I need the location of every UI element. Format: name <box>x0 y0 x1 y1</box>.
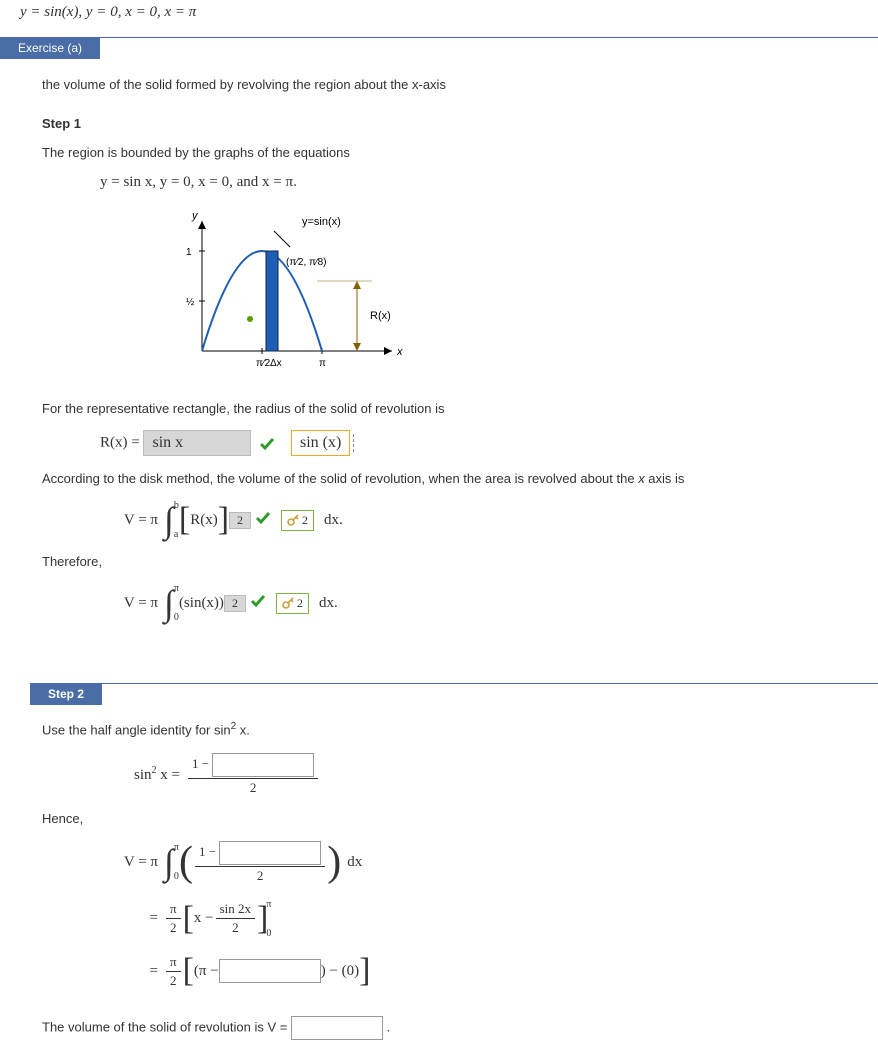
exponent-input-1[interactable]: 2 <box>229 512 251 529</box>
point-label: (π⁄2, π⁄8) <box>286 257 326 268</box>
therefore: Therefore, <box>42 554 878 569</box>
integrand-input[interactable] <box>219 841 321 865</box>
exercise-prompt-text: the volume of the solid formed by revolv… <box>42 77 446 92</box>
step2-header: Step 2 <box>30 683 878 705</box>
final-volume-input[interactable] <box>291 1016 383 1040</box>
key-icon <box>287 514 299 526</box>
key-icon <box>282 597 294 609</box>
dx-text: dx. <box>324 512 343 529</box>
halfangle-fraction: 1 − 2 <box>186 752 320 797</box>
v-evaluated: = π 2 [ (π − ) − (0) ] <box>100 953 878 990</box>
dx-label: Δx <box>270 358 282 369</box>
step1-bounds: y = sin x, y = 0, x = 0, and x = π. <box>100 174 878 191</box>
step1-title: Step 1 <box>42 116 878 131</box>
v-integral-halfangle: V = π ∫ π 0 ( 1 − 2 ) dx <box>100 840 878 885</box>
exercise-prompt: the volume of the solid formed by revolv… <box>42 77 878 92</box>
exercise-label-text: Exercise (a) <box>18 41 82 55</box>
disk-integral-general: V = π ∫ b a [ R(x) ] 2 2 dx. <box>100 500 878 540</box>
halfangle-numerator-input[interactable] <box>212 753 314 777</box>
problem-equations: y = sin(x), y = 0, x = 0, x = π <box>0 0 878 37</box>
exponent-input-2[interactable]: 2 <box>224 595 246 612</box>
check-icon <box>255 510 271 531</box>
v-eq-lhs: V = π <box>100 512 164 529</box>
axis-y-label: y <box>191 210 199 222</box>
integral-sign-icon: ∫ <box>164 502 174 538</box>
rx-label: R(x) = <box>100 434 140 450</box>
integral-sign-icon: ∫ <box>164 585 174 621</box>
hence: Hence, <box>42 811 878 826</box>
integral-sign-icon: ∫ <box>164 844 174 880</box>
sin2x-identity: sin2 x = 1 − 2 <box>100 752 878 797</box>
check-icon <box>259 436 275 457</box>
v-antiderivative: = π 2 [ x − sin 2x 2 ] π 0 <box>100 899 878 939</box>
rep-rect-text: For the representative rectangle, the ra… <box>42 401 878 416</box>
rx-integrand: R(x) <box>190 512 218 529</box>
rx-answer-input[interactable]: sin x <box>143 430 251 456</box>
radius-label: R(x) <box>370 310 391 322</box>
exercise-header: Exercise (a) <box>0 37 878 59</box>
check-icon <box>250 593 266 614</box>
key-badge[interactable]: 2 <box>276 593 309 614</box>
rx-feedback: sin (x) <box>291 430 350 456</box>
result-line: The volume of the solid of revolution is… <box>42 1016 878 1040</box>
rx-equation-row: R(x) = sin x sin (x) <box>100 430 878 457</box>
sinx-integrand: (sin(x)) <box>179 595 224 612</box>
xtick-pihalf: π⁄2 <box>256 358 271 369</box>
halfangle-text: Use the half angle identity for sin2 x. <box>42 721 878 737</box>
ytick-half: ½ <box>186 297 195 308</box>
eval-pi-input[interactable] <box>219 959 321 983</box>
disk-method-text: According to the disk method, the volume… <box>42 471 878 486</box>
region-graph: x y 1 ½ π⁄2 π y=sin(x) Δx (π⁄2, π⁄8) R(x… <box>162 201 422 381</box>
disk-integral-specific: V = π ∫ π 0 (sin(x)) 2 2 dx. <box>100 583 878 623</box>
curve-label: y=sin(x) <box>302 216 341 228</box>
key-badge[interactable]: 2 <box>281 510 314 531</box>
xtick-pi: π <box>319 358 326 369</box>
ytick-1: 1 <box>186 247 192 258</box>
exercise-tab: Exercise (a) <box>0 37 100 59</box>
axis-x-label: x <box>396 346 403 358</box>
step1-intro: The region is bounded by the graphs of t… <box>42 145 878 160</box>
step2-tab: Step 2 <box>30 683 102 705</box>
